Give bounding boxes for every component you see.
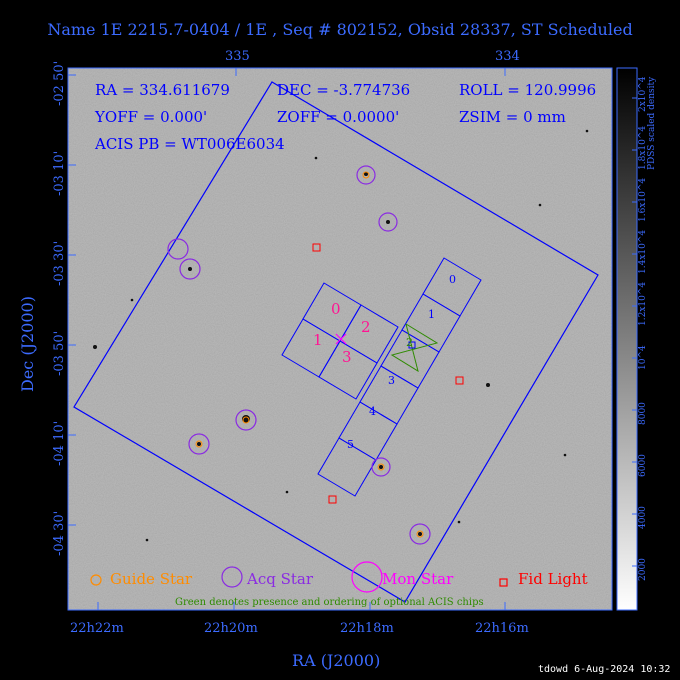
acis-i3-chip <box>318 340 378 400</box>
acq-star-3 <box>167 238 189 260</box>
acis-s5-chip <box>317 437 377 497</box>
bottom-tick-22h16m: 22h16m <box>475 621 529 636</box>
acq-star-8 <box>409 523 431 545</box>
guide-star-2 <box>195 440 203 448</box>
legend-mon-icon <box>351 561 383 593</box>
acq-star-5 <box>235 409 257 431</box>
acq-star-4 <box>179 258 201 280</box>
colorbar-tick-5: 1.2x10^4 <box>638 281 648 326</box>
x-axis-label: RA (J2000) <box>292 651 381 670</box>
colorbar-tick-6: 10^4 <box>638 345 648 370</box>
info-roll: ROLL = 120.9996 <box>459 81 597 99</box>
aimpoint-marker <box>408 341 416 349</box>
chip-s1-label: 1 <box>428 308 435 321</box>
colorbar <box>616 67 638 611</box>
bottom-tick-22h18m: 22h18m <box>340 621 394 636</box>
star-8 <box>379 465 383 469</box>
colorbar-title: PDSS scaled density <box>647 76 657 170</box>
axis-ticks <box>68 68 506 610</box>
colorbar-tick-10: 2000 <box>638 558 648 581</box>
legend-mon-label: Mon Star <box>382 570 454 588</box>
legend-guide-label: Guide Star <box>110 570 193 588</box>
colorbar-tick-7: 8000 <box>638 402 648 425</box>
acis-s-array <box>317 257 482 497</box>
guide-star-1 <box>362 171 370 179</box>
colorbar-tick-4: 1.4x10^4 <box>638 229 648 274</box>
green-note: Green denotes presence and ordering of o… <box>175 597 484 608</box>
green-optional-marker <box>390 323 439 373</box>
info-ra: RA = 334.611679 <box>95 81 230 99</box>
fid-light-2 <box>455 376 464 385</box>
chip-i1-label: 1 <box>313 331 323 349</box>
star-4 <box>486 383 490 387</box>
acis-i-array <box>281 282 399 400</box>
plot-frame <box>67 67 613 611</box>
fid-light-1 <box>312 243 321 252</box>
star-5 <box>364 172 368 176</box>
guide-star-4 <box>416 530 424 538</box>
chip-i2-label: 2 <box>361 318 371 336</box>
star-2 <box>188 267 192 271</box>
info-zoff: ZOFF = 0.0000' <box>277 108 400 126</box>
colorbar-tick-9: 4000 <box>638 506 648 529</box>
star-10 <box>314 156 318 160</box>
star-14 <box>563 453 567 457</box>
info-zsim: ZSIM = 0 mm <box>459 108 566 126</box>
colorbar-tick-1: 2x10^4 <box>638 76 648 112</box>
chip-i0-label: 0 <box>331 300 341 318</box>
chip-s5-label: 5 <box>347 438 354 451</box>
colorbar-tick-2: 1.8x10^4 <box>638 125 648 170</box>
colorbar-tick-3: 1.6x10^4 <box>638 177 648 222</box>
guide-star-3 <box>377 463 385 471</box>
star-9 <box>418 532 422 536</box>
bottom-tick-22h22m: 22h22m <box>70 621 124 636</box>
plot-title: Name 1E 2215.7-0404 / 1E , Seq # 802152,… <box>47 20 633 39</box>
acq-star-2 <box>378 212 398 232</box>
legend-acq-icon <box>221 566 243 588</box>
chip-i3-label: 3 <box>342 348 352 366</box>
star-3 <box>93 345 97 349</box>
acq-star-6 <box>188 433 210 455</box>
footer-timestamp: tdowd 6-Aug-2024 10:32 <box>538 664 671 675</box>
fid-lights <box>312 243 464 504</box>
legend-fid-label: Fid Light <box>518 570 588 588</box>
colorbar-ticks <box>632 97 637 567</box>
chip-s2-label: 2 <box>406 336 413 349</box>
acq-stars <box>167 165 431 545</box>
top-tick-335: 335 <box>225 49 250 64</box>
acq-star-7 <box>371 457 391 477</box>
target-cross <box>335 333 347 345</box>
chip-s4-label: 4 <box>369 405 376 418</box>
chip-s0-label: 0 <box>449 273 456 286</box>
info-dec: DEC = -3.774736 <box>277 81 411 99</box>
star-17 <box>585 129 589 133</box>
legend-fid-icon <box>499 578 508 587</box>
star-6 <box>386 220 390 224</box>
info-yoff: YOFF = 0.000' <box>95 108 208 126</box>
acq-star-1 <box>356 165 376 185</box>
field-stars <box>93 129 589 542</box>
star-13 <box>457 520 461 524</box>
star-bright-1 <box>242 415 250 423</box>
chip-s3-label: 3 <box>388 374 395 387</box>
top-tick-334: 334 <box>495 49 520 64</box>
field-of-view-outline <box>73 81 599 603</box>
info-acis-pb: ACIS PB = WT006E6034 <box>95 135 285 153</box>
guide-stars <box>195 171 424 538</box>
star-16 <box>145 538 149 542</box>
legend-acq-label: Acq Star <box>247 570 314 588</box>
star-11 <box>538 203 542 207</box>
star-7 <box>197 442 201 446</box>
star-12 <box>130 298 134 302</box>
guide-star-5 <box>242 416 250 424</box>
colorbar-tick-8: 6000 <box>638 454 648 477</box>
fid-light-3 <box>328 495 337 504</box>
bottom-tick-22h20m: 22h20m <box>204 621 258 636</box>
sky-noise <box>68 68 612 610</box>
star-15 <box>285 490 289 494</box>
legend-guide-icon <box>90 574 102 586</box>
